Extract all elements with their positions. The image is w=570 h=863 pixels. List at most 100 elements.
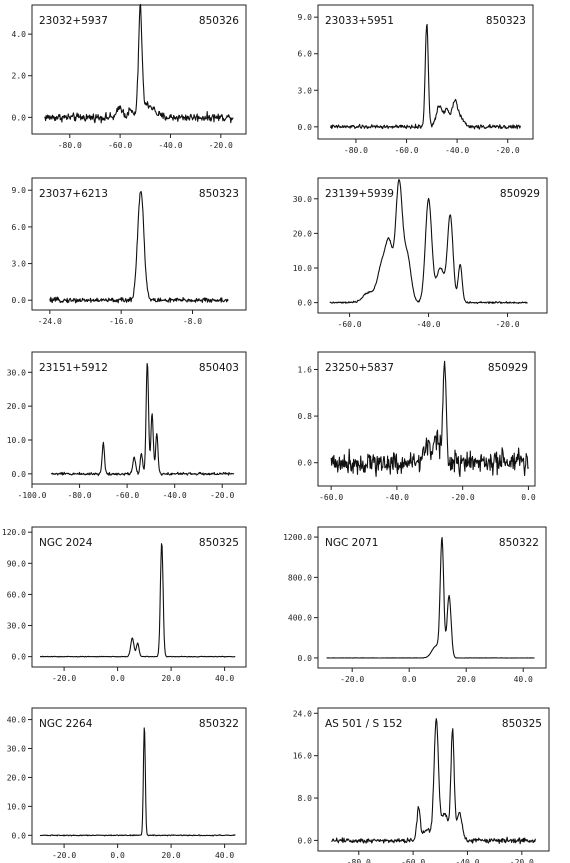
y-tick-label: 1200.0 [283, 533, 312, 542]
y-tick-label: 4.0 [12, 30, 27, 39]
plot-frame [317, 526, 547, 669]
plot-frame [31, 707, 247, 845]
plot-frame [31, 177, 247, 311]
x-tick-label: -80.0 [344, 146, 368, 155]
spectrum-line [326, 537, 535, 659]
observation-date: 850929 [500, 188, 540, 200]
source-name: 23139+5939 [325, 188, 394, 200]
x-tick-label: -60.0 [394, 146, 418, 155]
spectrum-panel: -80.0 -60.0 -40.0 -20.0 0.0 8.0 16.0 24.0 AS 501… [293, 707, 550, 863]
source-name: 23250+5837 [325, 362, 394, 374]
source-name: 23151+5912 [39, 362, 108, 374]
y-tick-label: 16.0 [293, 752, 312, 761]
plot-frame [317, 707, 550, 852]
x-tick-label: -24.0 [38, 317, 62, 326]
plot-frame [31, 4, 247, 135]
spectrum-line [39, 543, 236, 658]
x-tick-label: 20.0 [161, 674, 180, 683]
x-tick-label: -80.0 [347, 858, 371, 863]
plot-frame [317, 4, 534, 140]
y-tick-label: 0.0 [12, 653, 27, 662]
observation-date: 850325 [199, 537, 239, 549]
spectrum-line [331, 718, 536, 845]
spectrum-panel: -20.0 0.0 20.0 40.0 0.0 400.0 800.0 1200.0 NGC 2… [283, 526, 547, 684]
x-tick-label: 40.0 [215, 851, 234, 860]
spectrum-line [50, 362, 235, 477]
y-tick-label: 800.0 [288, 573, 312, 582]
x-tick-label: 0.0 [521, 493, 536, 502]
y-tick-label: 0.8 [298, 412, 313, 421]
y-tick-label: 10.0 [7, 802, 26, 811]
y-tick-label: 90.0 [7, 559, 26, 568]
x-tick-label: -20.0 [340, 675, 364, 684]
x-tick-label: -20.0 [52, 674, 76, 683]
x-tick-label: -60.0 [338, 320, 362, 329]
observation-date: 850326 [199, 15, 239, 27]
x-tick-label: -20.0 [495, 320, 519, 329]
y-tick-label: 0.0 [298, 299, 313, 308]
y-tick-label: 400.0 [288, 614, 312, 623]
x-tick-label: -100.0 [18, 491, 47, 500]
y-tick-label: 8.0 [298, 794, 313, 803]
y-tick-label: 20.0 [7, 773, 26, 782]
source-name: AS 501 / S 152 [325, 718, 402, 730]
spectrum-line [329, 178, 528, 305]
x-tick-label: -60.0 [108, 141, 132, 150]
observation-date: 850322 [499, 537, 539, 549]
x-tick-label: -40.0 [163, 491, 187, 500]
spectrum-panel: -20.0 0.0 20.0 40.0 0.0 30.0 60.0 90.0 120.0 NGC … [2, 526, 247, 683]
source-name: NGC 2024 [39, 537, 93, 549]
y-tick-label: 30.0 [7, 622, 26, 631]
observation-date: 850929 [488, 362, 528, 374]
x-tick-label: -20.0 [52, 851, 76, 860]
x-tick-label: -60.0 [401, 858, 425, 863]
y-tick-label: 9.0 [298, 13, 313, 22]
y-tick-label: 3.0 [298, 86, 313, 95]
y-tick-label: 24.0 [293, 709, 312, 718]
spectrum-line [330, 23, 521, 130]
observation-date: 850323 [199, 188, 239, 200]
plot-frame [31, 351, 247, 485]
y-tick-label: 0.0 [298, 836, 313, 845]
observation-date: 850322 [199, 718, 239, 730]
x-tick-label: -40.0 [158, 141, 182, 150]
x-tick-label: 20.0 [161, 851, 180, 860]
x-tick-label: -80.0 [58, 141, 82, 150]
x-tick-label: -40.0 [445, 146, 469, 155]
x-tick-label: 40.0 [215, 674, 234, 683]
spectrum-panel: -100.0 -80.0 -60.0 -40.0 -20.0 0.0 10.0 20.0 30.… [7, 351, 247, 500]
x-tick-label: 40.0 [514, 675, 533, 684]
y-tick-label: 0.0 [12, 831, 27, 840]
y-tick-label: 20.0 [293, 229, 312, 238]
y-tick-label: 10.0 [293, 264, 312, 273]
source-name: 23037+6213 [39, 188, 108, 200]
spectrum-line [49, 190, 229, 304]
source-name: 23033+5951 [325, 15, 394, 27]
y-tick-label: 2.0 [12, 72, 27, 81]
x-tick-label: -20.0 [210, 491, 234, 500]
x-tick-label: -60.0 [115, 491, 139, 500]
y-tick-label: 0.0 [12, 296, 27, 305]
x-tick-label: 20.0 [457, 675, 476, 684]
spectrum-panel: -60.0 -40.0 -20.0 0.0 0.0 0.8 1.6 23250+5837 850… [298, 351, 536, 502]
spectrum-panel: -80.0 -60.0 -40.0 -20.0 0.0 2.0 4.0 23032+5937 8… [12, 3, 247, 150]
source-name: 23032+5937 [39, 15, 108, 27]
y-tick-label: 9.0 [12, 186, 27, 195]
spectrum-panel: -60.0 -40.0 -20.0 0.0 10.0 20.0 30.0 23139+5939… [293, 177, 548, 329]
x-tick-label: -20.0 [451, 493, 475, 502]
x-tick-label: -40.0 [417, 320, 441, 329]
plot-frame [317, 177, 548, 314]
y-tick-label: 60.0 [7, 590, 26, 599]
y-tick-label: 1.6 [298, 365, 313, 374]
y-tick-label: 0.0 [298, 654, 313, 663]
plot-frame [317, 351, 536, 487]
y-tick-label: 0.0 [298, 123, 313, 132]
spectrum-line [330, 360, 529, 478]
x-tick-label: -80.0 [68, 491, 92, 500]
y-tick-label: 40.0 [7, 716, 26, 725]
y-tick-label: 20.0 [7, 402, 26, 411]
x-tick-label: 0.0 [110, 674, 125, 683]
y-tick-label: 0.0 [12, 470, 27, 479]
y-tick-label: 3.0 [12, 260, 27, 269]
spectrum-line [44, 3, 234, 124]
